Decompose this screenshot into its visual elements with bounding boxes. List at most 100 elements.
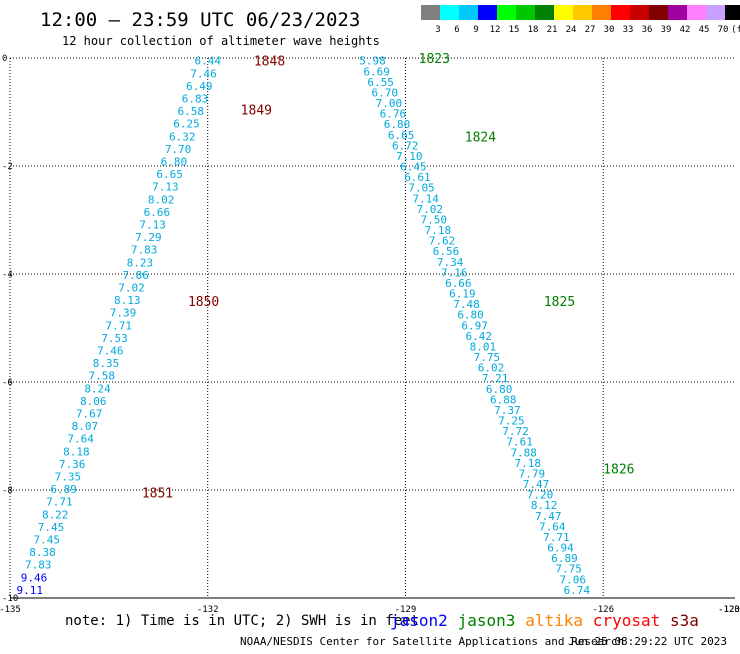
wave-height-value: 7.36 — [59, 458, 86, 471]
scale-swatch — [592, 5, 611, 20]
wave-height-value: 6.49 — [186, 80, 213, 93]
wave-height-value: 7.71 — [106, 319, 133, 332]
wave-height-value: 6.76 — [380, 108, 407, 121]
scale-label: 27 — [585, 25, 596, 35]
scale-label: 12 — [490, 25, 501, 35]
scale-label: 36 — [642, 25, 653, 35]
scale-label: 42 — [680, 25, 691, 35]
scale-label: 15 — [509, 25, 520, 35]
wave-height-value: 6.65 — [388, 129, 415, 142]
scale-label: 33 — [623, 25, 634, 35]
scale-swatch — [706, 5, 725, 20]
wave-height-value: 7.13 — [152, 181, 179, 194]
wave-height-value: 6.89 — [50, 483, 77, 496]
scale-label: 9 — [473, 25, 478, 35]
wave-height-value: 6.55 — [367, 76, 394, 89]
x-tick-label: -135 — [0, 605, 21, 615]
wave-height-value: 7.29 — [135, 231, 162, 244]
wave-height-value: 7.79 — [519, 467, 546, 480]
x-tick-label: -120 — [718, 605, 740, 615]
wave-height-value: 7.02 — [416, 203, 443, 216]
wave-height-value: 8.24 — [84, 382, 111, 395]
time-label: 1824 — [465, 130, 496, 145]
y-tick-label: -6 — [2, 378, 13, 388]
wave-height-value: 7.72 — [502, 425, 529, 438]
wave-height-value: 8.13 — [114, 294, 141, 307]
wave-height-value: 6.74 — [564, 584, 591, 597]
wave-height-value: 8.38 — [29, 546, 56, 559]
wave-height-value: 7.64 — [539, 520, 566, 533]
scale-swatch — [440, 5, 459, 20]
wave-height-value: 7.02 — [118, 282, 145, 295]
wave-height-value: 7.71 — [46, 496, 73, 509]
time-label: 1823 — [419, 52, 450, 67]
wave-height-value: 6.80 — [384, 118, 411, 131]
wave-height-value: 6.97 — [461, 319, 488, 332]
x-tick-label: -123 — [718, 605, 740, 615]
wave-height-value: 6.94 — [547, 542, 574, 555]
time-label: 1826 — [603, 462, 634, 477]
time-label: 1848 — [254, 55, 285, 70]
grid-lines — [10, 58, 735, 598]
wave-height-value: 6.80 — [161, 156, 188, 169]
wave-height-value: 8.35 — [93, 357, 120, 370]
scale-swatch — [421, 5, 440, 20]
x-tick-label: -132 — [197, 605, 219, 615]
wave-height-value: 7.39 — [110, 307, 137, 320]
wave-height-value: 7.25 — [498, 415, 525, 428]
wave-height-value: 7.86 — [122, 269, 149, 282]
scale-swatch — [497, 5, 516, 20]
scale-label: 24 — [566, 25, 577, 35]
source-jason2: jason2 — [390, 611, 448, 630]
y-tick-label: -4 — [2, 270, 13, 280]
satellite-tracks: 6.447.466.496.836.586.256.327.706.806.65… — [17, 52, 635, 597]
wave-height-value: 7.47 — [523, 478, 550, 491]
scale-swatch — [573, 5, 592, 20]
wave-height-value: 7.58 — [89, 370, 116, 383]
wave-height-value: 7.46 — [190, 67, 217, 80]
wave-height-value: 6.83 — [182, 93, 209, 106]
wave-height-value: 7.18 — [425, 224, 452, 237]
wave-height-value: 9.46 — [21, 571, 48, 584]
wave-height-value: 7.20 — [527, 489, 554, 502]
wave-height-value: 6.25 — [173, 118, 200, 131]
scale-label: 3 — [435, 25, 440, 35]
chart-title: 12:00 – 23:59 UTC 06/23/2023 — [40, 9, 360, 31]
x-axis-ticks: -135 -132 -129 -126 -123-120 — [0, 605, 740, 615]
track-1: 6.447.466.496.836.586.256.327.706.806.65… — [17, 55, 286, 597]
y-tick-label: 0 — [2, 54, 7, 64]
wave-height-value: 6.70 — [372, 86, 399, 99]
scale-label: (ft) — [731, 25, 740, 35]
source-cryosat: cryosat — [593, 611, 660, 630]
wave-height-value: 7.34 — [437, 256, 464, 269]
time-label: 1850 — [188, 295, 219, 310]
wave-height-value: 6.44 — [194, 55, 221, 68]
wave-height-value: 7.35 — [55, 471, 82, 484]
scale-swatch — [668, 5, 687, 20]
wave-height-value: 6.80 — [486, 383, 513, 396]
wave-height-value: 7.64 — [67, 433, 94, 446]
wave-height-value: 6.66 — [144, 206, 171, 219]
plot-frame — [9, 57, 735, 599]
wave-height-value: 7.47 — [535, 510, 562, 523]
wave-height-value: 7.18 — [515, 457, 542, 470]
footer-credit: NOAA/NESDIS Center for Satellite Applica… — [240, 635, 624, 648]
wave-height-value: 8.18 — [63, 445, 90, 458]
wave-height-value: 7.71 — [543, 531, 570, 544]
scale-swatch — [554, 5, 573, 20]
wave-height-value: 6.65 — [156, 168, 183, 181]
track-2: 5.986.696.556.707.006.766.806.656.727.10… — [359, 52, 634, 597]
wave-height-value: 6.58 — [178, 105, 205, 118]
wave-height-value: 6.61 — [404, 171, 431, 184]
scale-swatch — [649, 5, 668, 20]
y-tick-label: -10 — [2, 594, 18, 604]
wave-height-value: 6.56 — [433, 245, 460, 258]
wave-height-value: 7.70 — [165, 143, 192, 156]
time-label: 1849 — [241, 103, 272, 118]
wave-height-value: 6.02 — [478, 362, 505, 375]
wave-height-value: 7.88 — [510, 446, 537, 459]
x-tick-label: -126 — [592, 605, 614, 615]
wave-height-value: 7.13 — [139, 219, 166, 232]
source-altika: altika — [525, 611, 583, 630]
